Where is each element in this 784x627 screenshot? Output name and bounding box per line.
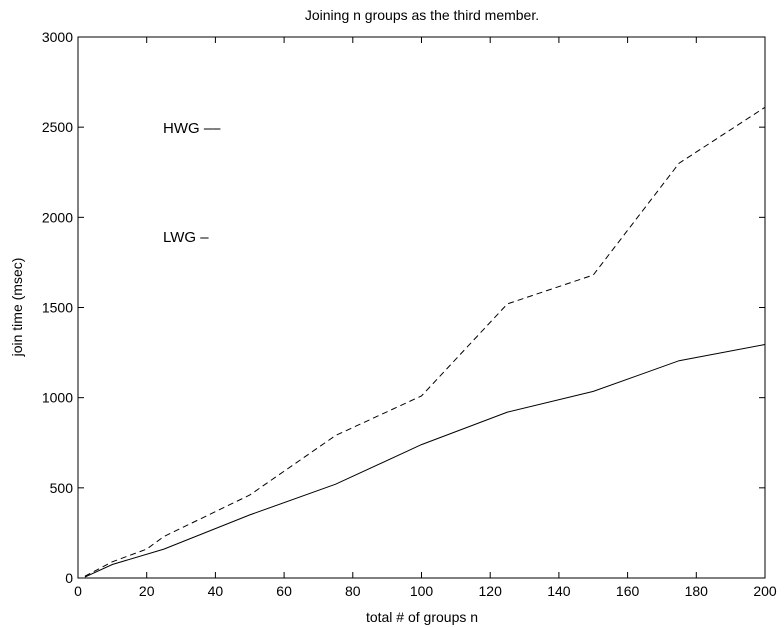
x-tick-label: 100 [410, 583, 434, 599]
series-lines [84, 106, 766, 578]
y-tick-label: 1000 [42, 390, 73, 406]
series-line-hwg [84, 106, 766, 577]
x-tick-label: 60 [276, 583, 292, 599]
y-tick-label: 3000 [42, 29, 73, 45]
x-tick-label: 180 [685, 583, 709, 599]
x-axis-label: total # of groups n [366, 609, 478, 625]
x-tick-label: 160 [616, 583, 640, 599]
y-tick-label: 2000 [42, 209, 73, 225]
y-axis-label: join time (msec) [9, 258, 25, 358]
x-tick-label: 200 [753, 583, 777, 599]
x-tick-label: 80 [345, 583, 361, 599]
axis-ticks: 0 20 40 60 80 100 120 140 160 180 2000500100015002… [42, 29, 777, 599]
x-tick-label: 0 [74, 583, 82, 599]
x-tick-label: 120 [479, 583, 503, 599]
y-tick-label: 2500 [42, 119, 73, 135]
x-tick-label: 40 [208, 583, 224, 599]
legend-lwg: LWG – [163, 229, 209, 246]
legend-hwg: HWG –– [163, 120, 221, 137]
x-tick-label: 140 [547, 583, 571, 599]
chart-title: Joining n groups as the third member. [305, 7, 539, 23]
x-tick-label: 20 [139, 583, 155, 599]
plot-area [77, 36, 766, 579]
series-line-lwg [84, 344, 766, 578]
y-tick-label: 500 [50, 480, 74, 496]
y-tick-label: 0 [65, 570, 73, 586]
y-tick-label: 1500 [42, 300, 73, 316]
